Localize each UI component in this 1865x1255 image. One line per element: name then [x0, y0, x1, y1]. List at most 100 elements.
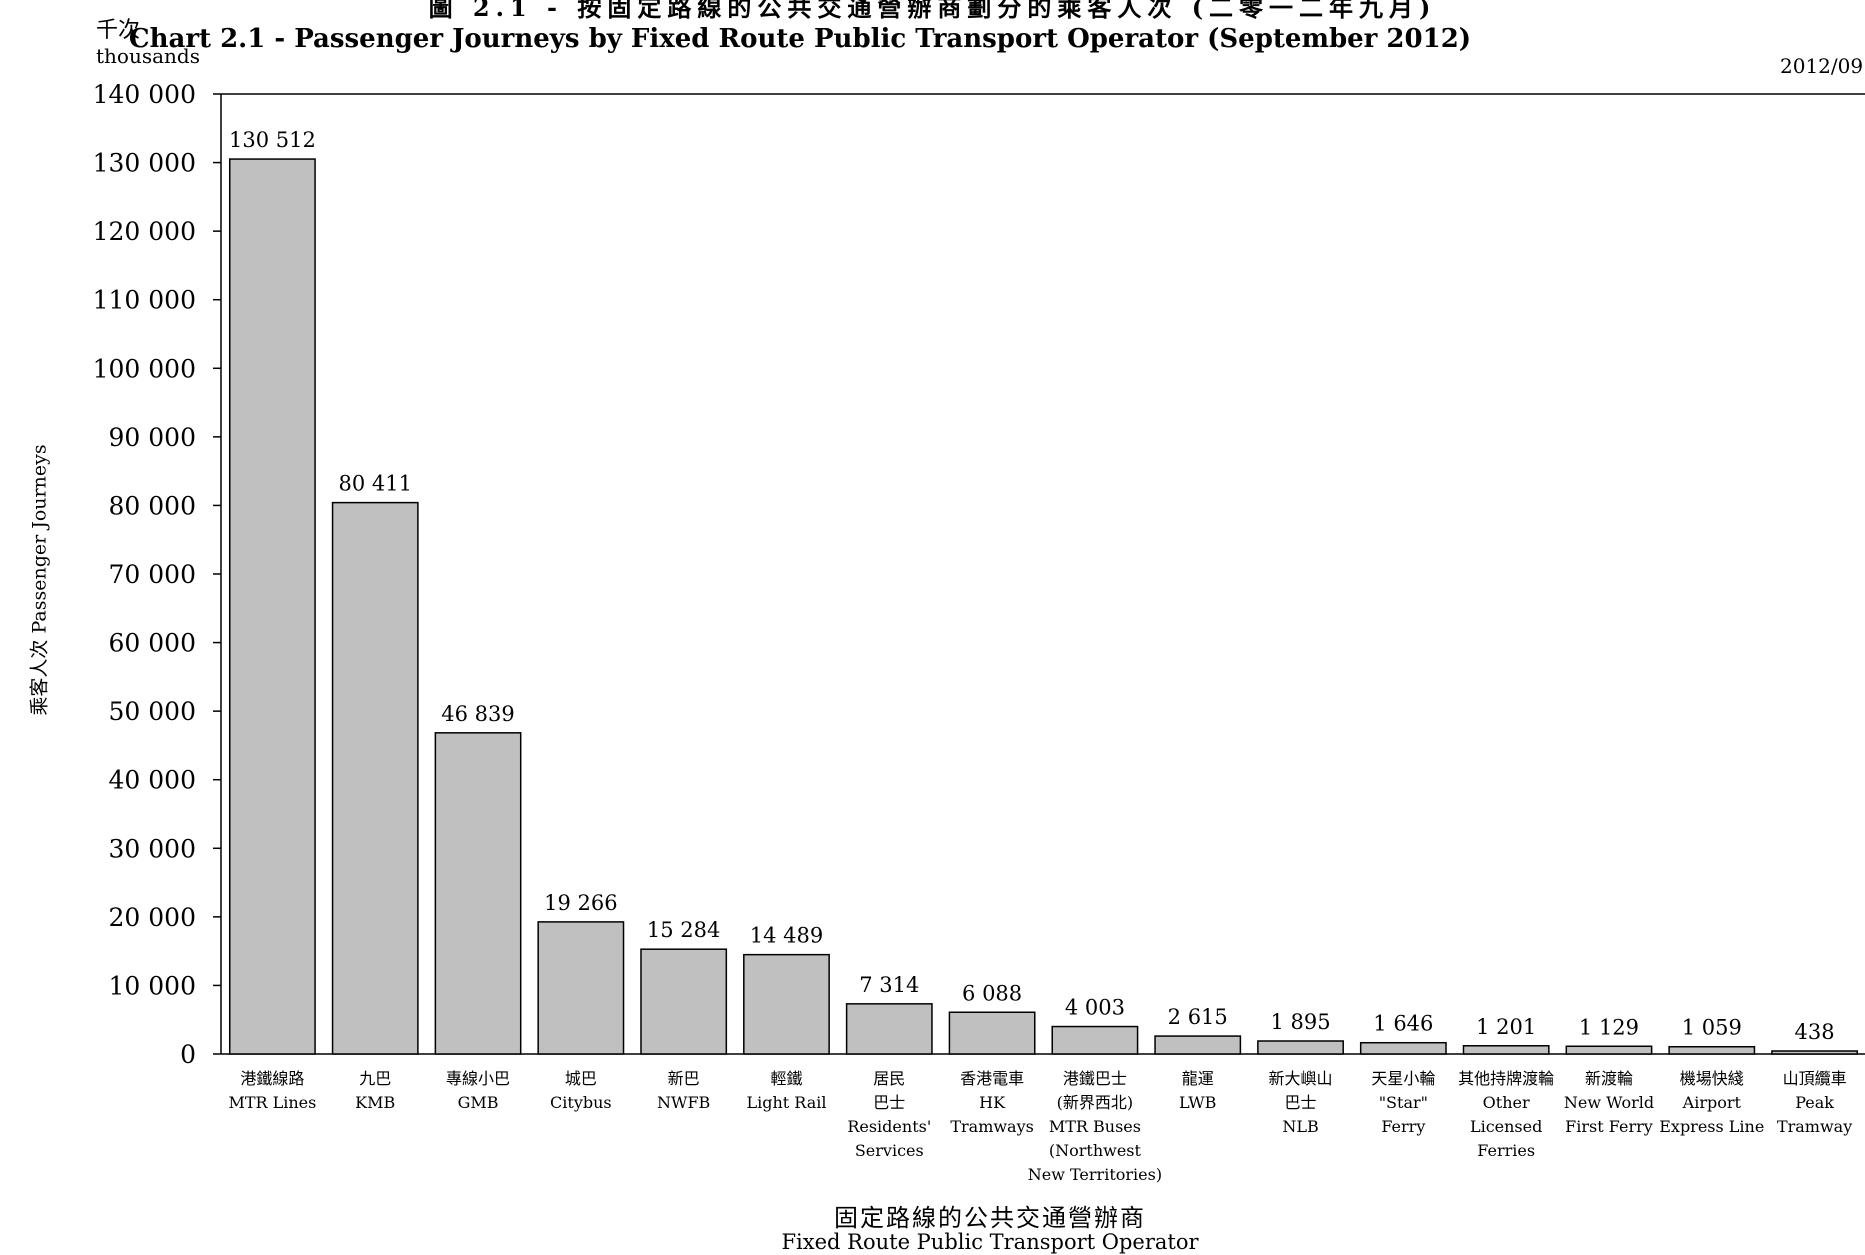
bar-value-label: 1 646	[1373, 1012, 1433, 1036]
bar	[1154, 1035, 1242, 1055]
category-label: 新巴	[668, 1069, 700, 1088]
category-label: 山頂纜車	[1783, 1069, 1847, 1088]
bar-value-label: 19 266	[544, 891, 617, 915]
category-label: First Ferry	[1565, 1117, 1653, 1136]
category-label: KMB	[355, 1093, 395, 1112]
y-unit-chinese: 千次	[96, 18, 141, 43]
y-tick-label: 110 000	[93, 286, 196, 315]
category-label: Services	[855, 1141, 924, 1160]
y-unit: thousands	[96, 44, 200, 68]
bar	[1565, 1045, 1653, 1055]
category-label: GMB	[458, 1093, 499, 1112]
bar-value-label: 7 314	[859, 973, 919, 997]
y-tick-label: 80 000	[109, 491, 196, 520]
category-label: Licensed	[1470, 1117, 1542, 1136]
x-axis-label-chinese: 固定路線的公共交通營辦商	[834, 1204, 1146, 1232]
y-tick-label: 20 000	[109, 903, 196, 932]
category-label: Citybus	[550, 1093, 612, 1112]
category-label: Tramway	[1777, 1117, 1852, 1136]
y-tick-label: 130 000	[93, 149, 196, 178]
category-label: 港鐵線路	[240, 1069, 304, 1088]
category-label: LWB	[1179, 1093, 1216, 1112]
y-tick-label: 90 000	[109, 423, 196, 452]
bar-value-label: 15 284	[647, 918, 720, 942]
bar-value-label: 14 489	[750, 924, 823, 948]
category-label: Ferries	[1477, 1141, 1535, 1160]
bar-value-label: 2 615	[1168, 1005, 1228, 1029]
category-label: 天星小輪	[1371, 1069, 1435, 1088]
y-tick-label: 50 000	[109, 697, 196, 726]
category-label: Airport	[1682, 1093, 1742, 1112]
bar-value-label: 1 129	[1579, 1015, 1639, 1039]
category-label: 其他持牌渡輪	[1458, 1069, 1554, 1088]
category-label: 巴士	[873, 1093, 905, 1112]
y-tick-label: 0	[180, 1040, 196, 1069]
y-tick-label: 120 000	[93, 217, 196, 246]
category-label: Tramways	[950, 1117, 1034, 1136]
bar	[948, 1011, 1036, 1055]
bar	[640, 948, 728, 1055]
category-label: New World	[1564, 1093, 1654, 1112]
bar	[331, 501, 419, 1055]
category-label: 九巴	[359, 1069, 391, 1088]
chart-title-chinese: 圖 2.1 - 按固定路線的公共交通營辦商劃分的乘客人次 (二零一二年九月)	[428, 0, 1437, 22]
y-tick-label: 140 000	[93, 80, 196, 109]
category-label: New Territories)	[1028, 1165, 1162, 1184]
y-tick-label: 100 000	[93, 354, 196, 383]
bar	[1257, 1040, 1344, 1055]
category-label: Express Line	[1659, 1117, 1764, 1136]
category-label: 城巴	[565, 1069, 597, 1088]
bar	[1051, 1025, 1139, 1055]
bar-series: 130 512 80 411 46 839 19 266 15 284 14 489 7 3…	[228, 128, 1859, 1055]
category-label: 輕鐵	[770, 1069, 802, 1088]
y-tick-label: 60 000	[109, 629, 196, 658]
bar	[228, 158, 316, 1055]
bar	[1668, 1045, 1756, 1055]
category-label: NWFB	[657, 1093, 710, 1112]
bar-value-label: 80 411	[338, 472, 411, 496]
date-label: 2012/09	[1780, 54, 1864, 78]
bar	[1462, 1045, 1550, 1055]
bar-value-label: 6 088	[962, 981, 1022, 1005]
bar-value-label: 4 003	[1065, 996, 1125, 1020]
bar	[1771, 1050, 1859, 1055]
x-axis: 港鐵線路 MTR Lines 九巴 KMB 專線小巴 GMB 城巴 Citybus 新巴 NWFB…	[228, 1069, 1852, 1184]
bar	[537, 921, 625, 1055]
category-label: (Northwest	[1049, 1141, 1142, 1160]
category-label: 居民	[873, 1069, 905, 1088]
category-label: 巴士	[1285, 1093, 1317, 1112]
category-label: 新大嶼山	[1269, 1069, 1333, 1088]
category-label: 香港電車	[960, 1069, 1024, 1088]
category-label: Residents'	[847, 1117, 931, 1136]
bar-value-label: 1 201	[1476, 1015, 1536, 1039]
bar	[1359, 1041, 1447, 1055]
category-label: 專線小巴	[446, 1069, 510, 1088]
y-tick-label: 40 000	[109, 766, 196, 795]
category-label: Light Rail	[746, 1093, 826, 1112]
y-axis: 0 10 000 20 000 30 000 40 000 50 000 60 000 70 …	[93, 80, 221, 1069]
bar	[743, 953, 830, 1055]
bar-value-label: 1 059	[1682, 1016, 1742, 1040]
category-label: Ferry	[1381, 1117, 1425, 1136]
category-label: Peak	[1795, 1093, 1834, 1112]
category-label: 機場快綫	[1680, 1069, 1744, 1088]
category-label: Other	[1483, 1093, 1530, 1112]
category-label: 新渡輪	[1585, 1069, 1633, 1088]
category-label: MTR Buses	[1049, 1117, 1141, 1136]
category-label: NLB	[1282, 1117, 1318, 1136]
bar-value-label: 46 839	[441, 702, 514, 726]
bar-value-label: 130 512	[229, 128, 316, 152]
category-label: 龍運	[1182, 1069, 1214, 1088]
y-tick-label: 70 000	[109, 560, 196, 589]
y-tick-label: 10 000	[109, 971, 196, 1000]
bar-value-label: 438	[1795, 1020, 1835, 1044]
category-label: "Star"	[1379, 1093, 1428, 1112]
category-label: 港鐵巴士	[1063, 1069, 1127, 1088]
chart-title: Chart 2.1 - Passenger Journeys by Fixed …	[128, 24, 1472, 54]
bar	[434, 732, 522, 1055]
bar	[845, 1003, 933, 1055]
category-label: (新界西北)	[1057, 1093, 1134, 1112]
category-label: HK	[979, 1093, 1006, 1112]
category-label: MTR Lines	[228, 1093, 316, 1112]
